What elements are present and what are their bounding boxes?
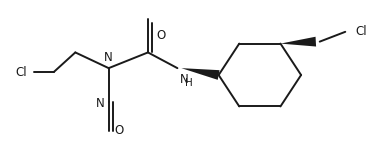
Text: N: N [180,73,189,86]
Text: H: H [185,78,193,88]
Text: N: N [96,97,105,110]
Polygon shape [181,68,220,80]
Text: Cl: Cl [355,25,367,38]
Text: O: O [157,29,166,42]
Text: Cl: Cl [16,66,27,79]
Text: N: N [104,51,113,64]
Text: O: O [115,124,124,137]
Polygon shape [280,37,316,47]
